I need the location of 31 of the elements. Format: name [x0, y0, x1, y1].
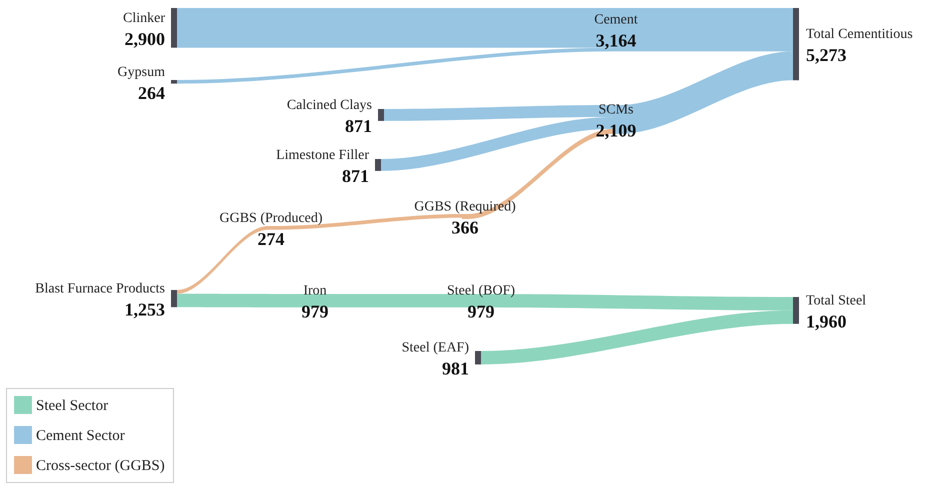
data-label: 2,109: [596, 120, 636, 140]
data-label: 979: [468, 302, 494, 322]
data-label: 871: [345, 116, 372, 136]
data-label: 871: [342, 166, 369, 186]
data-label: 979: [302, 302, 328, 322]
legend-label: Cement Sector: [36, 428, 125, 444]
category-label: Limestone Filler: [276, 148, 370, 163]
category-label: Iron: [303, 284, 327, 299]
legend-label: Steel Sector: [36, 398, 108, 414]
data-label: 1,253: [124, 300, 165, 320]
data-label: 274: [258, 228, 284, 249]
category-label: GGBS (Produced): [219, 210, 323, 226]
category-label: Steel (BOF): [446, 284, 516, 299]
category-label: Total Cementitious: [806, 27, 913, 42]
category-label: Steel (EAF): [402, 340, 470, 356]
data-label: 1,960: [806, 311, 846, 332]
category-label: GGBS (Required): [414, 200, 516, 215]
category-label: Clinker: [123, 10, 166, 26]
category-label: Total Steel: [806, 293, 866, 308]
data-label: 264: [138, 82, 165, 103]
data-label: 366: [452, 218, 478, 238]
category-label: Calcined Clays: [286, 98, 372, 113]
category-label: Blast Furnace Products: [35, 282, 165, 297]
data-label: 5,273: [806, 45, 846, 66]
data-label: 981: [442, 358, 469, 379]
data-label: 3,164: [596, 30, 636, 51]
category-label: SCMs: [598, 102, 634, 118]
category-label: Gypsum: [118, 64, 166, 80]
category-label: Cement: [594, 12, 638, 28]
data-label: 2,900: [124, 28, 165, 49]
legend-label: Cross-sector (GGBS): [36, 458, 165, 474]
